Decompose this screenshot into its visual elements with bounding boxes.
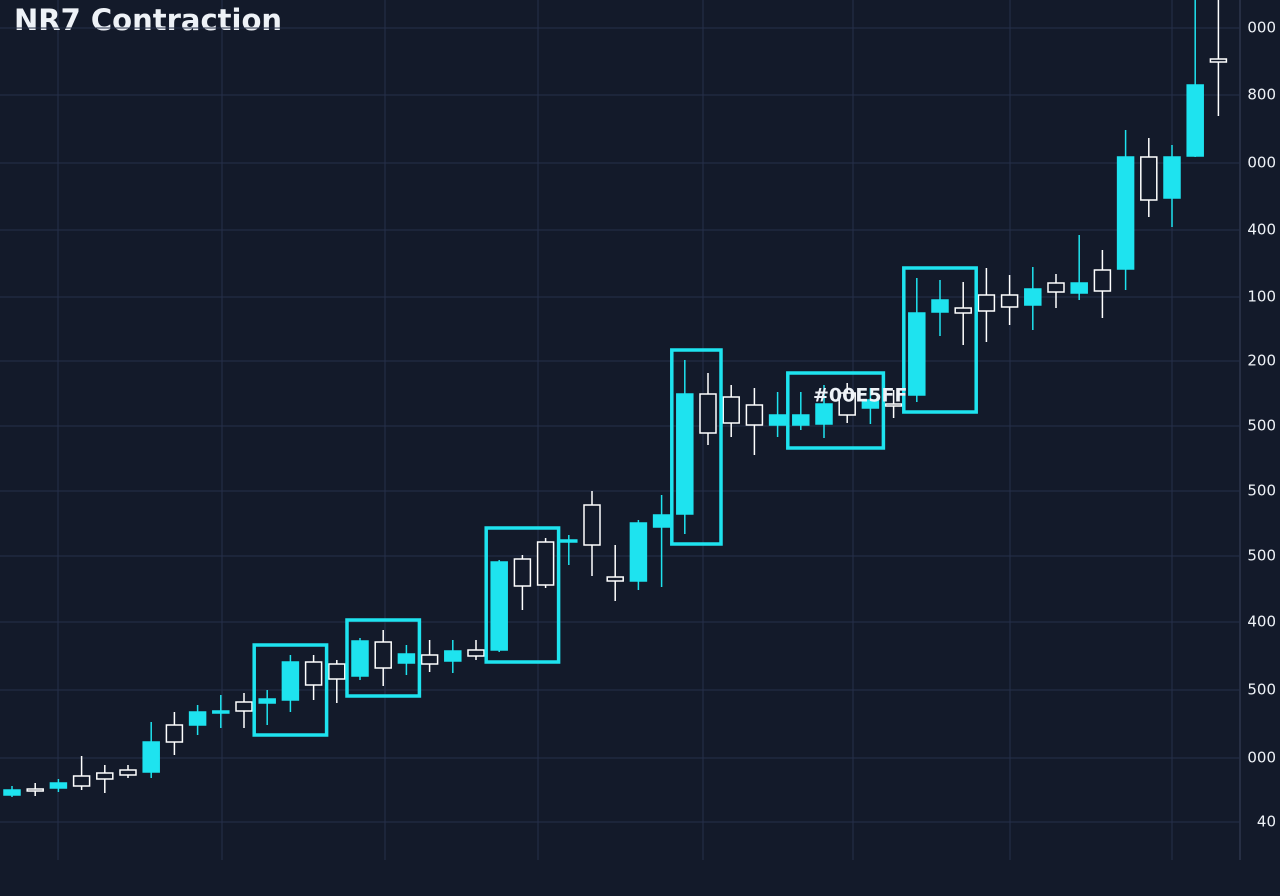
candle-body — [351, 640, 369, 677]
candle-body — [1024, 288, 1042, 306]
candle-body — [212, 710, 230, 714]
candle-body — [3, 789, 21, 796]
candle-body — [304, 661, 323, 686]
highlight-box — [252, 643, 329, 737]
candle-body — [768, 414, 787, 426]
candle-body — [72, 775, 91, 787]
candle-body — [977, 294, 996, 312]
candle-body — [954, 307, 972, 314]
candle-body — [1000, 294, 1019, 308]
vertical-grid — [57, 0, 1173, 860]
highlight-box — [670, 348, 723, 546]
candle-body — [513, 558, 532, 587]
candle-body — [652, 514, 671, 528]
candle-body — [258, 698, 276, 704]
candle-body — [745, 404, 764, 426]
candle-body — [467, 649, 485, 657]
candle-body — [699, 393, 717, 434]
candle-body — [722, 396, 740, 424]
candle-body — [560, 539, 578, 543]
highlight-box — [902, 266, 978, 414]
candle-body — [374, 641, 392, 669]
candle-body — [931, 299, 949, 313]
candle-body — [536, 541, 555, 586]
y-tick-label: 000 — [1247, 154, 1276, 172]
candle-body — [26, 788, 44, 792]
y-tick-label: 500 — [1247, 681, 1276, 699]
candle-body — [792, 414, 810, 426]
candle-body — [328, 663, 346, 680]
y-tick-label: 000 — [1247, 19, 1276, 37]
candle-body — [884, 403, 903, 407]
candle-body — [281, 661, 300, 701]
candle-body — [861, 399, 880, 409]
candle-body — [583, 504, 601, 546]
candle-body — [908, 312, 926, 396]
y-tick-label: 200 — [1247, 352, 1276, 370]
candle-body — [96, 772, 114, 780]
y-tick-label: 800 — [1247, 86, 1276, 104]
chart-title: NR7 Contraction — [14, 3, 282, 37]
candle-body — [1140, 156, 1158, 201]
candle-body — [235, 701, 253, 712]
candle-body — [1070, 282, 1088, 294]
candle-body — [1047, 282, 1065, 293]
candle-body — [1186, 84, 1204, 157]
candle-body — [815, 403, 833, 425]
candle-body — [1093, 269, 1112, 292]
candle-body — [165, 724, 184, 743]
y-tick-label: 400 — [1247, 613, 1276, 631]
candle-body — [490, 561, 508, 651]
candle-body — [444, 650, 462, 662]
candle-body — [629, 522, 648, 582]
candle-body — [188, 711, 207, 726]
y-tick-label: 100 — [1247, 288, 1276, 306]
candle-body — [606, 576, 624, 582]
candle-body — [676, 393, 694, 515]
y-tick-label: 500 — [1247, 417, 1276, 435]
highlight-box — [345, 618, 422, 698]
y-tick-label: 000 — [1247, 749, 1276, 767]
highlight-box — [484, 526, 561, 664]
candle-body — [1116, 156, 1135, 270]
candle-body — [420, 654, 439, 665]
candle-body — [1209, 58, 1228, 63]
candle-body — [397, 653, 416, 664]
y-tick-label: 400 — [1247, 221, 1276, 239]
y-tick-label: 500 — [1247, 482, 1276, 500]
candle-body — [838, 392, 856, 416]
highlight-box — [786, 371, 886, 450]
annotation: #00E5FF — [813, 385, 908, 407]
y-tick-label: 500 — [1247, 547, 1276, 565]
candle-body — [119, 769, 137, 776]
candle-body — [142, 741, 160, 773]
y-tick-label: 40 — [1257, 813, 1276, 831]
candle-body — [49, 782, 68, 789]
candle-body — [1163, 156, 1181, 199]
